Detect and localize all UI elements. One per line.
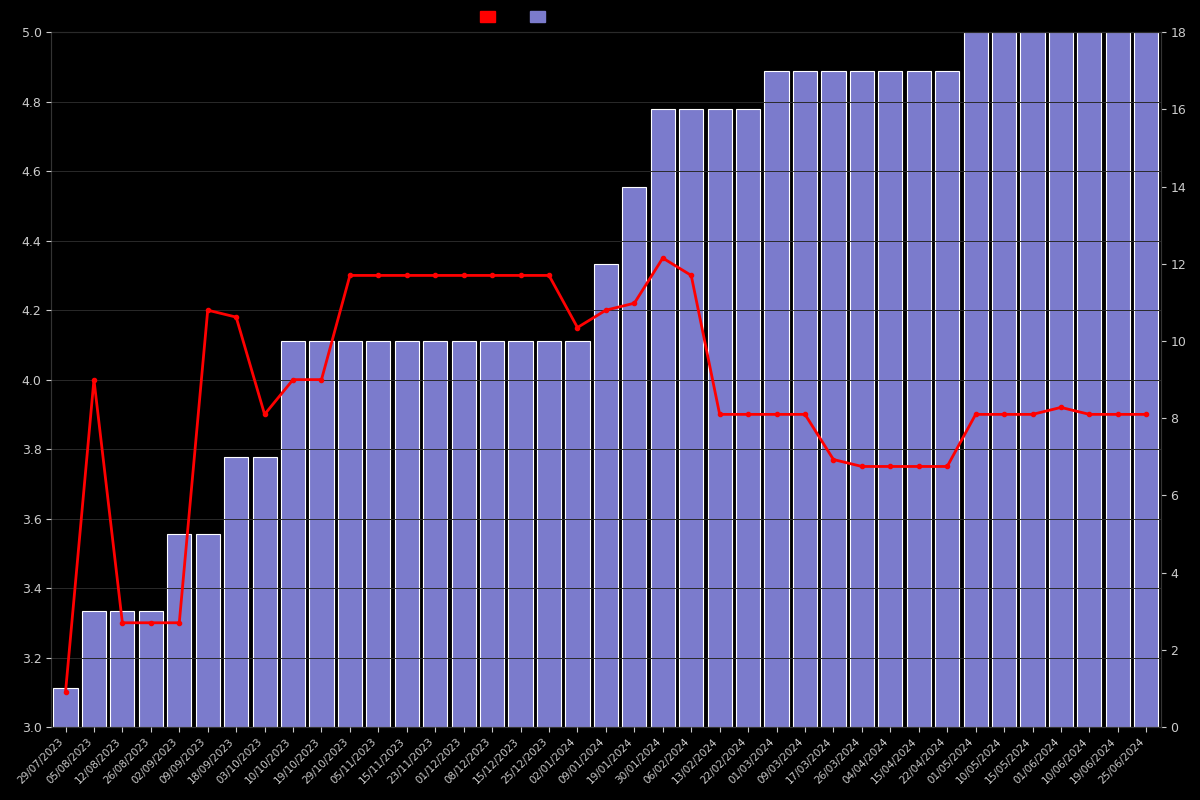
Bar [907, 71, 931, 727]
Bar [281, 341, 305, 727]
Bar [736, 110, 760, 727]
Bar [650, 110, 674, 727]
Bar [451, 341, 475, 727]
Bar [54, 688, 78, 727]
Bar [366, 341, 390, 727]
Bar [594, 264, 618, 727]
Bar [480, 341, 504, 727]
Bar [424, 341, 448, 727]
Bar [1105, 32, 1130, 727]
Bar [395, 341, 419, 727]
Bar [310, 341, 334, 727]
Bar [821, 71, 846, 727]
Bar [196, 534, 220, 727]
Bar [82, 611, 106, 727]
Bar [1049, 32, 1073, 727]
Bar [167, 534, 191, 727]
Legend: , : , [480, 10, 554, 24]
Bar [935, 71, 959, 727]
Bar [623, 186, 647, 727]
Bar [1134, 32, 1158, 727]
Bar [252, 457, 277, 727]
Bar [536, 341, 562, 727]
Bar [708, 110, 732, 727]
Bar [224, 457, 248, 727]
Bar [509, 341, 533, 727]
Bar [793, 71, 817, 727]
Bar [565, 341, 589, 727]
Bar [679, 110, 703, 727]
Bar [110, 611, 134, 727]
Bar [1078, 32, 1102, 727]
Bar [850, 71, 874, 727]
Bar [1020, 32, 1045, 727]
Bar [878, 71, 902, 727]
Bar [964, 32, 988, 727]
Bar [992, 32, 1016, 727]
Bar [338, 341, 362, 727]
Bar [764, 71, 788, 727]
Bar [139, 611, 163, 727]
